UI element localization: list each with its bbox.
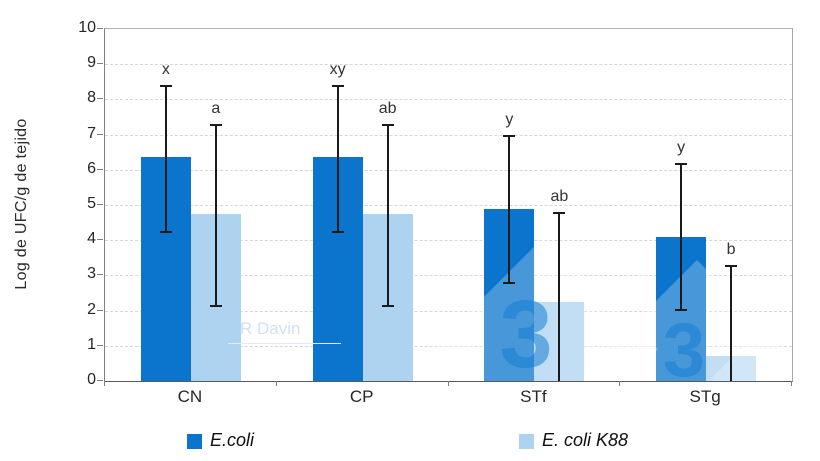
plot-area: > 3 3 x a xy ab y ab y b: [104, 28, 793, 382]
y-tick-label: 1: [87, 335, 96, 353]
y-tick: [97, 239, 103, 241]
legend-label-ecoli: E.coli: [210, 430, 255, 450]
x-category-label-STf: STf: [520, 387, 547, 406]
error-bar-cap: [725, 264, 738, 267]
y-axis-title: Log de UFC/g de tejido: [13, 118, 30, 290]
grid-line: [105, 169, 792, 171]
error-bar-cap: [381, 124, 394, 127]
x-tick: [447, 381, 449, 386]
error-bar-cap: [675, 162, 688, 165]
y-tick-label: 6: [87, 159, 96, 177]
legend-label-ecoli-k88: E. coli K88: [542, 430, 629, 450]
x-tick: [791, 381, 792, 386]
y-tick: [97, 98, 103, 100]
grid-line: [105, 205, 792, 206]
watermark-author-text: R Davin: [240, 319, 301, 338]
error-bar: [164, 85, 167, 234]
grid-line: [105, 134, 792, 136]
grid-line: [105, 99, 792, 101]
significance-letter: ab: [378, 100, 397, 118]
y-tick-label: 4: [87, 230, 96, 248]
y-tick: [97, 204, 103, 205]
error-bar-cap: [331, 85, 344, 88]
y-tick-label: 8: [87, 89, 96, 107]
error-bar-cap: [503, 282, 516, 285]
error-bar: [730, 264, 733, 381]
x-category-label-STg: STg: [689, 387, 721, 406]
error-bar: [336, 85, 339, 234]
x-category-label-CN: CN: [177, 387, 203, 406]
y-tick: [97, 274, 103, 276]
grid-line: [105, 240, 792, 242]
error-bar-cap: [159, 231, 172, 234]
significance-letter: b: [726, 240, 736, 258]
y-tick: [97, 63, 103, 65]
y-tick: [97, 309, 103, 311]
error-bar: [558, 212, 561, 381]
significance-letter: ab: [550, 188, 569, 206]
x-tick: [104, 381, 105, 386]
grid-line: [105, 345, 792, 347]
significance-letter: y: [505, 110, 514, 128]
y-tick-label: 2: [87, 300, 96, 318]
y-tick: [97, 133, 103, 135]
y-tick-label: 10: [78, 19, 96, 36]
significance-letter: y: [677, 138, 686, 156]
y-tick: [97, 344, 103, 346]
error-bar-cap: [675, 308, 688, 311]
x-tick: [275, 381, 277, 386]
legend-swatch-ecoli: [187, 434, 202, 449]
grid-line: [105, 310, 792, 312]
y-tick-label: 0: [87, 371, 96, 388]
error-bar-cap: [209, 305, 222, 308]
error-bar: [508, 134, 511, 285]
error-bar: [680, 162, 683, 311]
error-bar-cap: [503, 134, 516, 137]
x-tick: [619, 381, 621, 386]
grid-line: [105, 64, 792, 66]
watermark-author-underline: [228, 343, 341, 344]
y-tick: [97, 380, 103, 381]
y-tick-label: 3: [87, 265, 96, 283]
significance-letter: xy: [329, 61, 346, 79]
error-bar: [386, 124, 389, 308]
y-tick-label: 9: [87, 54, 96, 72]
error-bar-cap: [159, 85, 172, 88]
significance-letter: a: [211, 100, 221, 118]
grid-line: [105, 275, 792, 277]
error-bar-cap: [209, 124, 222, 127]
error-bar: [214, 124, 217, 308]
significance-letter: x: [161, 61, 170, 79]
x-category-label-CP: CP: [349, 387, 374, 406]
y-tick: [97, 168, 103, 170]
error-bar-cap: [331, 231, 344, 234]
legend-swatch-ecoli-k88: [519, 434, 534, 449]
y-tick-label: 7: [87, 124, 96, 142]
y-tick: [97, 28, 103, 29]
y-tick-label: 5: [87, 195, 96, 212]
error-bar-cap: [553, 212, 566, 215]
error-bar-cap: [381, 305, 394, 308]
